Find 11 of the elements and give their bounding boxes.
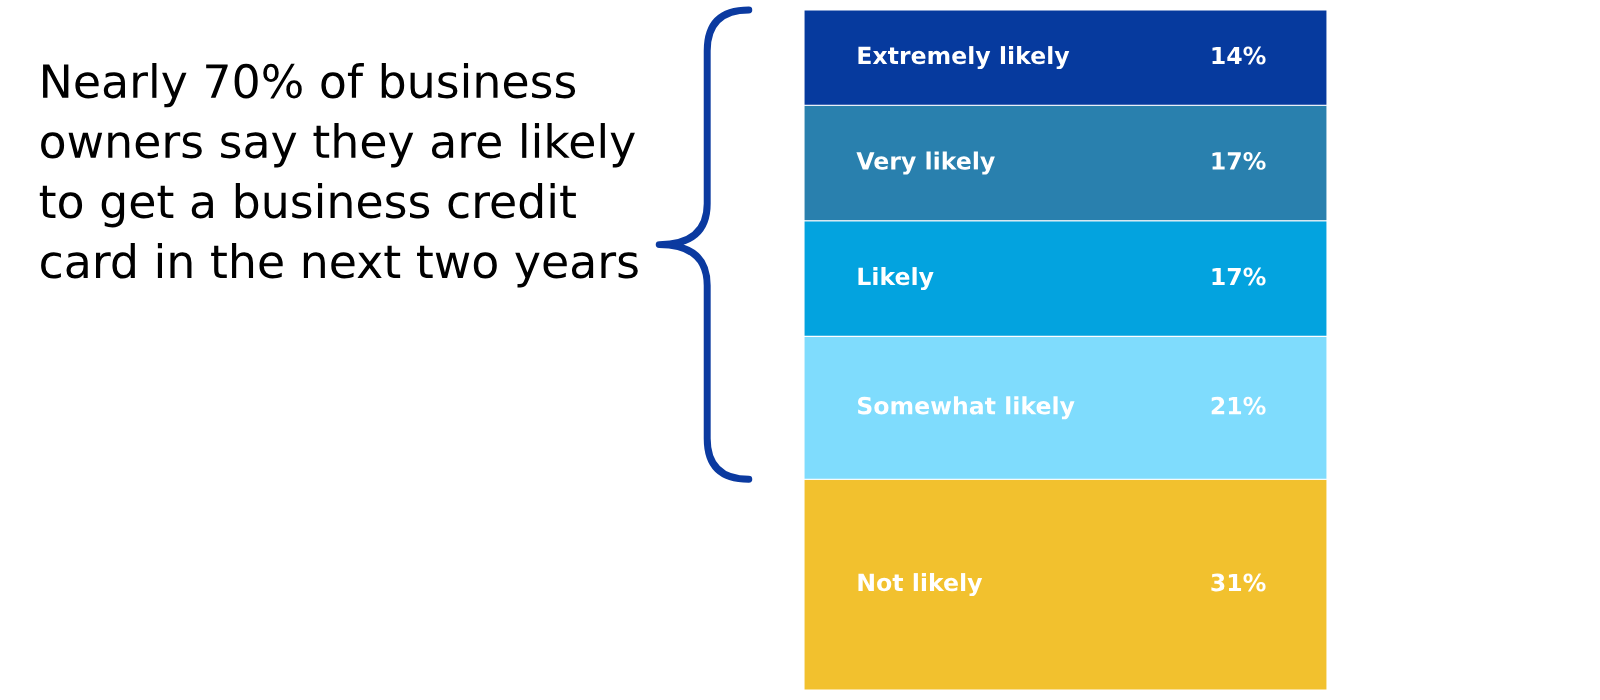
series-label: Extremely likely: [858, 46, 1070, 70]
series-label: Somewhat likely: [857, 396, 1075, 420]
series-label: Likely: [858, 267, 934, 291]
text: Nearly 70% of business owners say they are likely to get a business credit card in the next two years: [39, 63, 638, 288]
data-label: 21%: [1211, 396, 1266, 415]
series-label: Not likely: [858, 573, 983, 597]
data-label: 31%: [1211, 573, 1266, 592]
data-label: 17%: [1212, 151, 1266, 170]
data-label: 17%: [1212, 267, 1266, 286]
data-label: 14%: [1212, 46, 1266, 65]
series-label: Very likely: [856, 151, 995, 175]
